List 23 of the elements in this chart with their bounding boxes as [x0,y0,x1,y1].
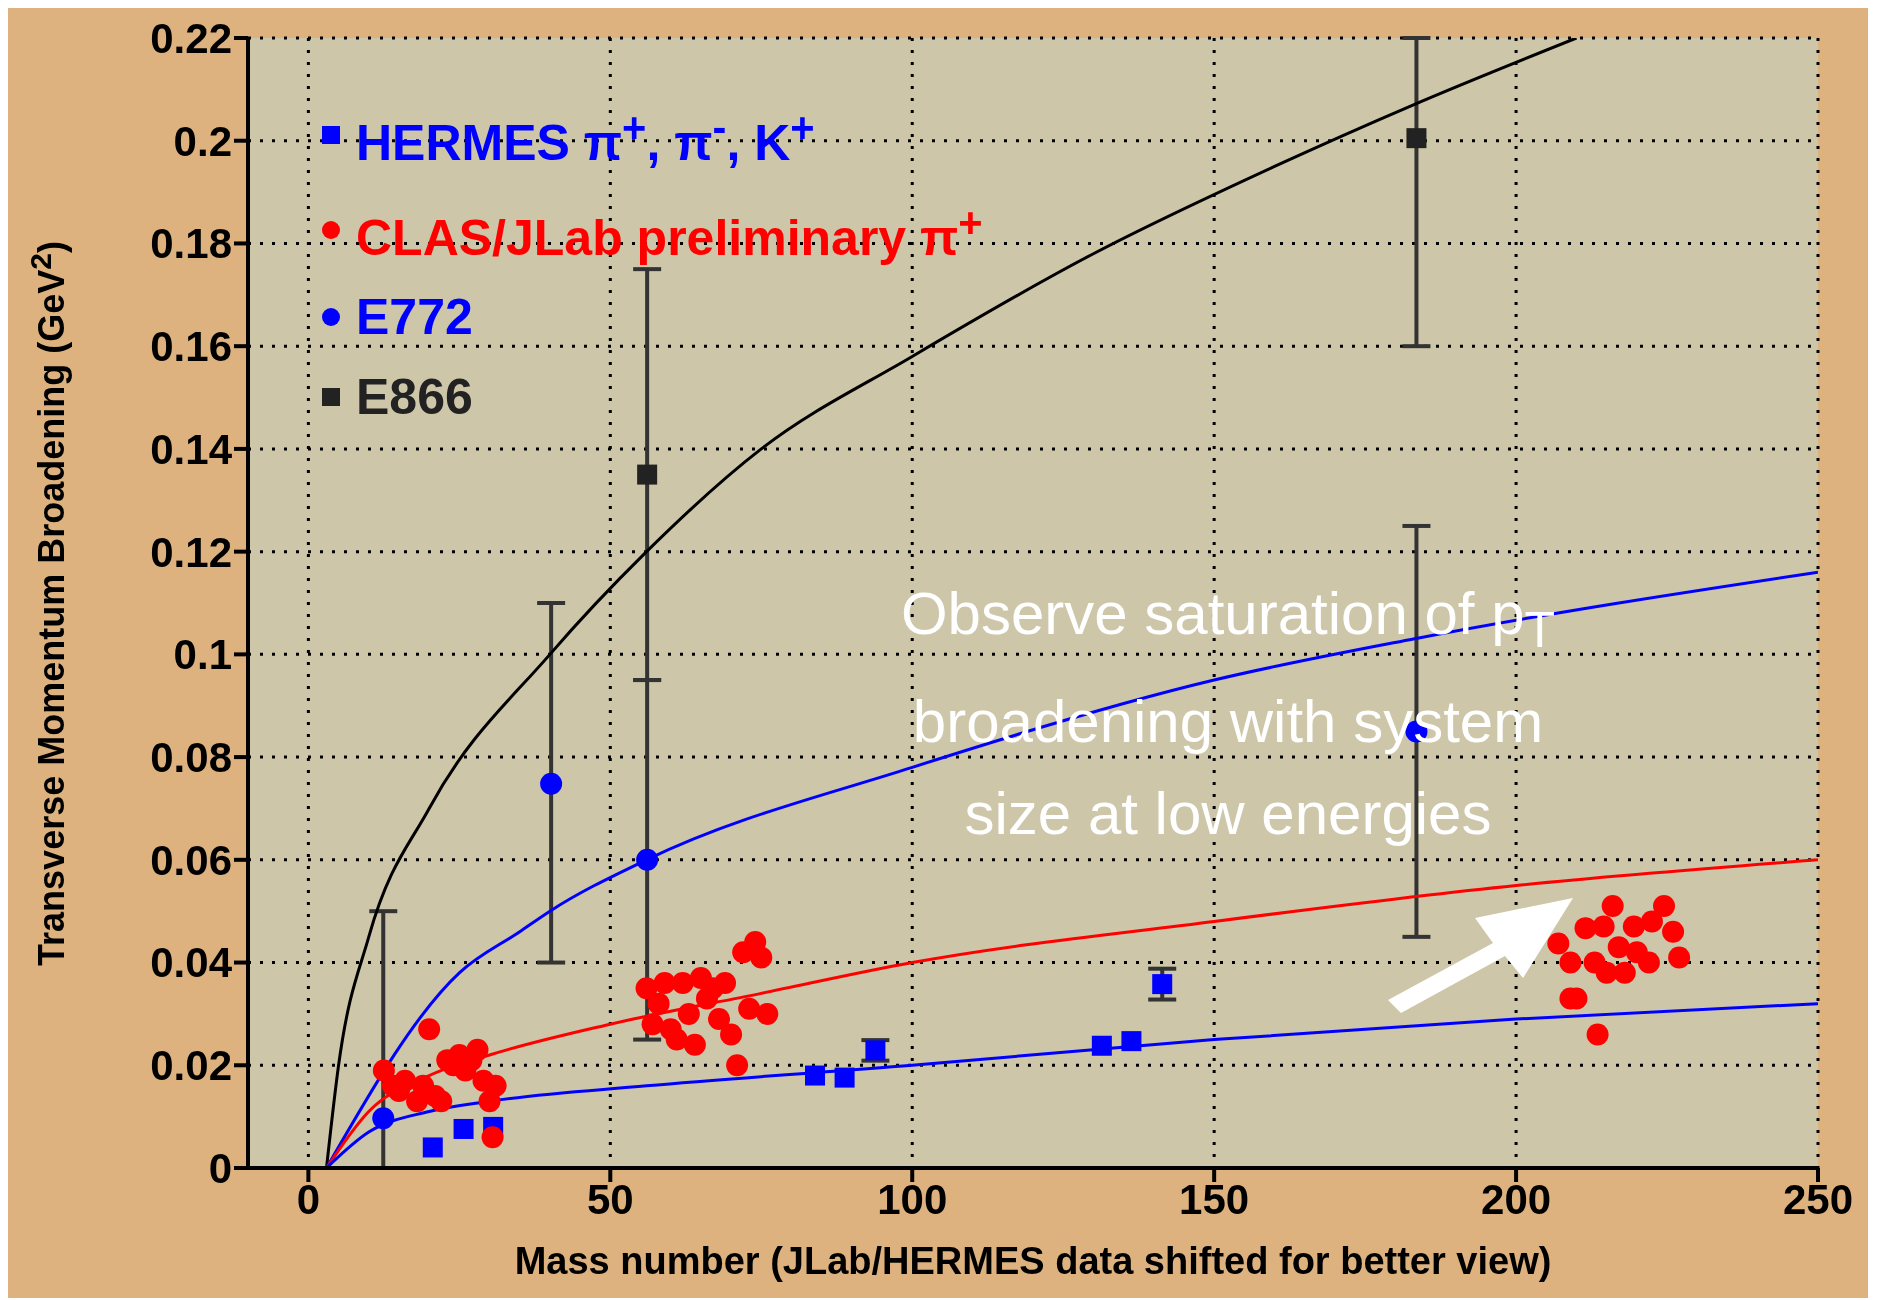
y-tick-label: 0 [208,1144,232,1192]
x-tick-label: 100 [877,1175,948,1223]
legend-label: CLAS/JLab preliminary π$^{+}$ [356,197,983,268]
y-tick-label: 0.08 [150,734,232,781]
y-tick-label: 0.16 [150,323,232,371]
x-tick-label: 150 [1179,1175,1250,1223]
y-tick-label: 0.1 [173,631,232,679]
y-tick-label: 0.04 [150,939,233,987]
legend-label: HERMES π$^{+}$, π$^{-}$, K$^{+}$ [356,103,815,173]
y-tick-label: 0.22 [150,14,232,62]
y-tick-label: 0.18 [150,220,232,268]
x-axis-title: Mass number (JLab/HERMES data shifted for better view) [514,1240,1552,1282]
x-tick-label: 250 [1782,1175,1854,1223]
x-tick-label: 50 [586,1175,634,1223]
x-tick-label: 200 [1481,1175,1552,1223]
y-tick-label: 0.2 [173,117,232,165]
x-tick-label: 0 [296,1175,321,1223]
y-tick-label: 0.02 [150,1042,232,1090]
y-tick-label: 0.06 [150,836,232,884]
y-tick-label: 0.14 [150,425,233,473]
y-tick-label: 0.12 [150,528,232,576]
legend-label: E772 [356,288,473,348]
legend-label: E866 [356,368,473,428]
